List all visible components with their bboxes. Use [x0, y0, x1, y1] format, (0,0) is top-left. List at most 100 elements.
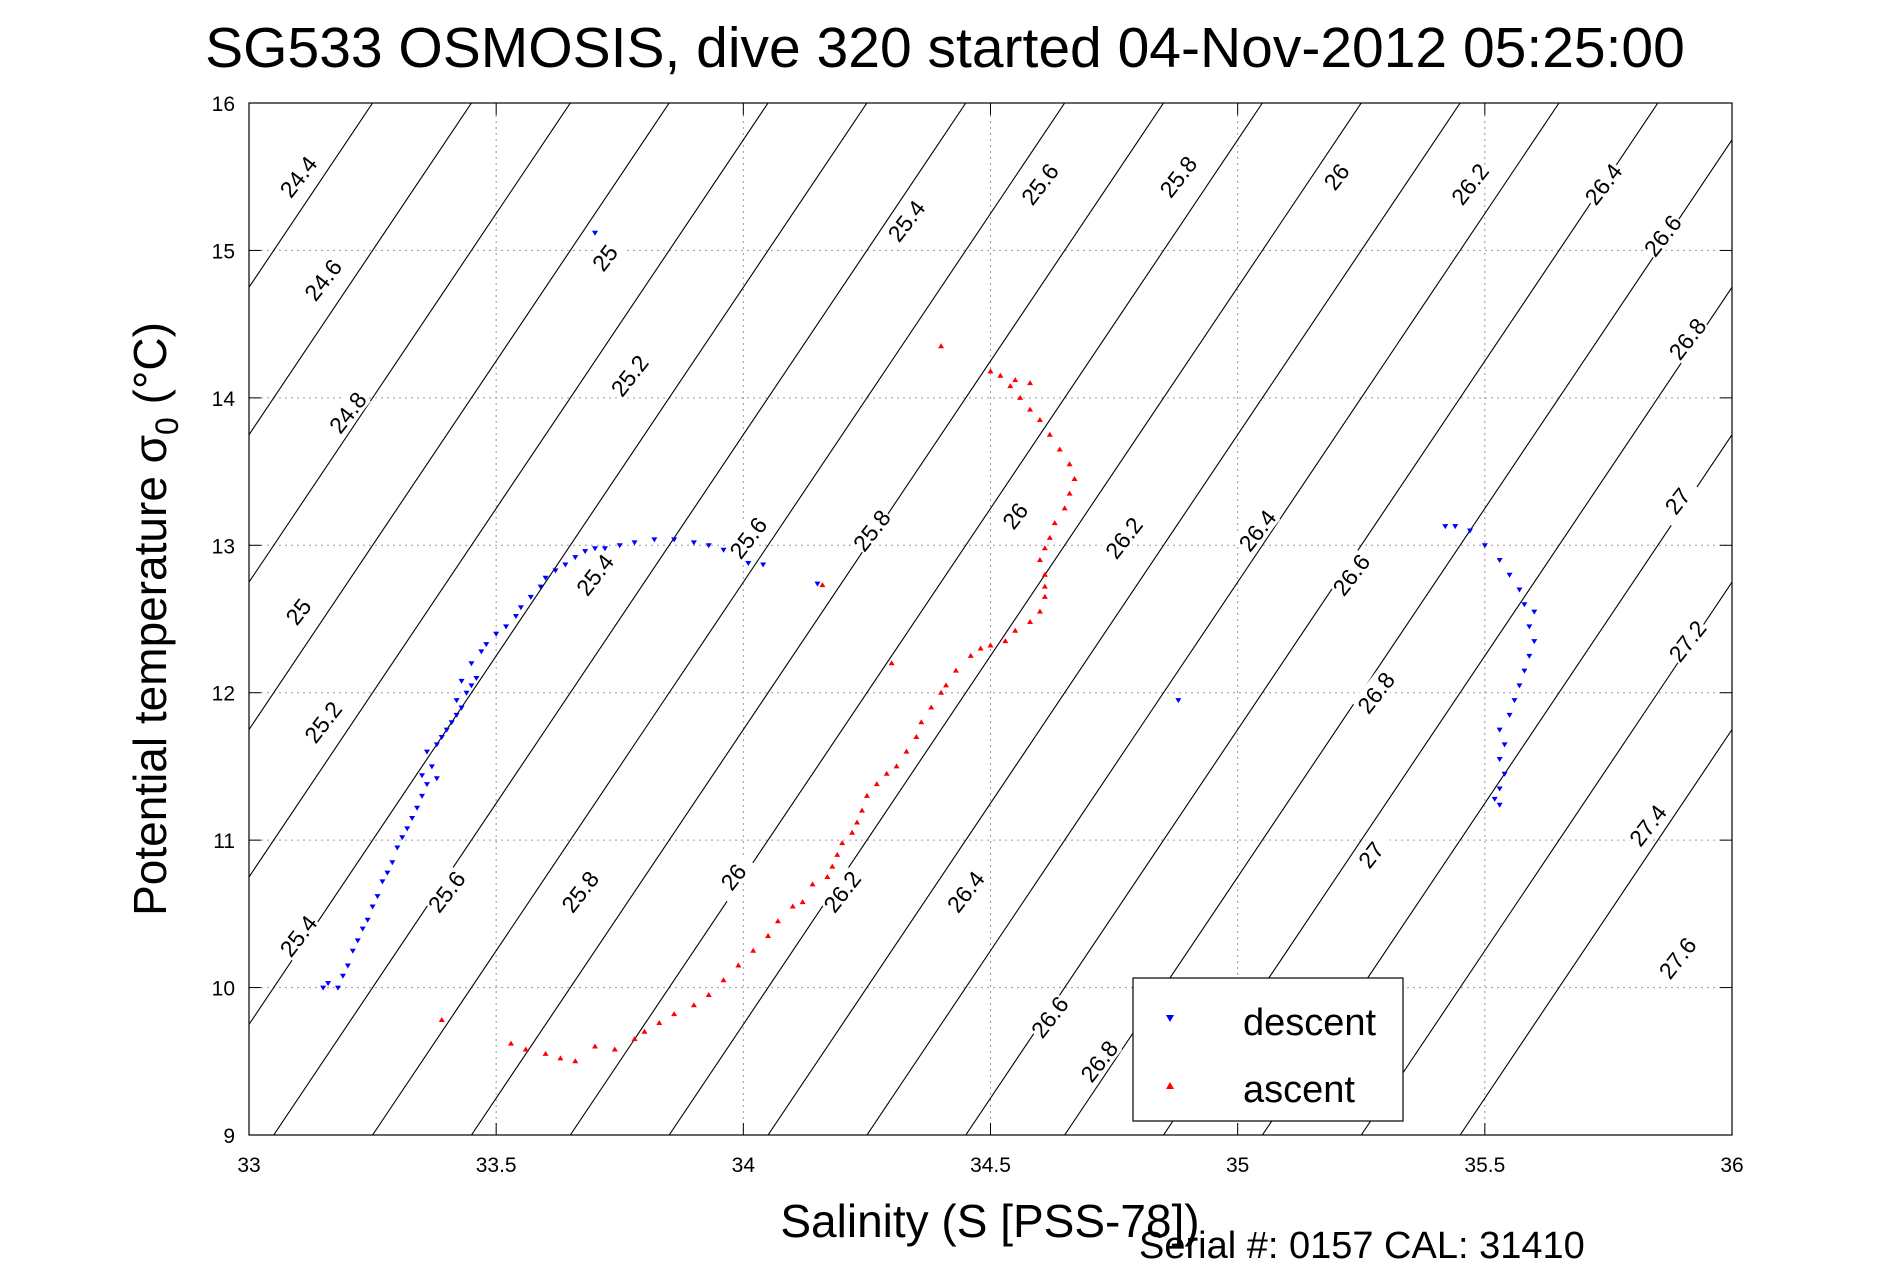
descent-point — [1511, 698, 1518, 704]
ascent-point — [705, 991, 712, 997]
contour-label-backdrop — [1663, 312, 1711, 364]
ascent-point — [522, 1046, 529, 1052]
descent-point — [419, 773, 426, 779]
descent-point — [1506, 572, 1513, 578]
isopycnal-line — [273, 103, 967, 1135]
descent-point — [1516, 587, 1523, 593]
x-tick-label: 34 — [732, 1154, 756, 1177]
contour-label-backdrop — [274, 150, 322, 202]
descent-point — [433, 742, 440, 748]
descent-point — [503, 624, 510, 630]
descent-point — [1506, 712, 1513, 718]
ascent-point — [774, 918, 781, 924]
contour-label-backdrop — [1638, 209, 1686, 261]
ascent-point — [438, 1017, 445, 1023]
legend-ascent-marker — [1166, 1082, 1174, 1089]
descent-point — [453, 698, 460, 704]
ascent-point — [1071, 475, 1078, 481]
contour-label-backdrop — [1233, 504, 1281, 556]
x-tick-label: 33 — [237, 1154, 260, 1177]
descent-point — [473, 675, 480, 681]
descent-point — [512, 614, 519, 620]
isopycnal-line — [767, 103, 1461, 1135]
ascent-point — [572, 1058, 579, 1064]
contour-label-backdrop — [1653, 474, 1701, 526]
y-tick-label: 16 — [212, 93, 235, 116]
ascent-point — [765, 932, 772, 938]
descent-point — [1526, 653, 1533, 659]
descent-point — [468, 661, 475, 667]
ascent-point — [1051, 520, 1058, 526]
ascent-point — [967, 652, 974, 658]
ascent-point — [507, 1040, 514, 1046]
descent-point — [384, 870, 391, 876]
ascent-point — [1027, 618, 1034, 624]
descent-point — [1521, 668, 1528, 674]
axis-ticks: 33 33.5 34 34.5 35 35.5 36 9 10 11 12 13 14 15 16 — [212, 93, 1744, 1177]
contour-label-backdrop — [1445, 157, 1493, 209]
isopycnal-line — [1261, 433, 1732, 1135]
isopycnal-line — [372, 103, 1066, 1135]
descent-point — [423, 782, 430, 788]
descent-point — [1467, 528, 1474, 534]
descent-point — [671, 537, 678, 543]
ascent-point — [1007, 383, 1014, 389]
ascent-point — [720, 977, 727, 983]
legend-box — [1132, 977, 1404, 1122]
descent-point — [419, 793, 426, 799]
descent-point — [1175, 698, 1182, 704]
ascent-point — [928, 704, 935, 710]
ascent-point — [987, 368, 994, 374]
serial-cal-footer: Serial #: 0157 CAL: 31410 — [1139, 1225, 1585, 1262]
isopycnal-line — [249, 103, 769, 878]
x-axis-label: Salinity (S [PSS-78]) — [780, 1195, 1199, 1247]
isopycnal-line — [249, 103, 571, 584]
descent-point — [592, 546, 599, 552]
descent-point — [1496, 558, 1503, 564]
ascent-point — [1056, 446, 1063, 452]
ascent-point — [799, 899, 806, 905]
contour-label-backdrop — [323, 386, 371, 438]
descent-point — [651, 537, 658, 543]
descent-point — [364, 917, 371, 923]
contour-label-backdrop — [422, 865, 470, 917]
descent-point — [399, 835, 406, 841]
descent-point — [562, 562, 569, 568]
isopycnal-line — [866, 103, 1560, 1135]
y-tick-label: 11 — [213, 830, 235, 853]
descent-point — [428, 764, 435, 770]
ascent-point — [824, 874, 831, 879]
ascent-point — [1027, 406, 1034, 412]
ascent-point — [938, 343, 945, 349]
contour-label-backdrop — [817, 865, 866, 917]
y-tick-label: 15 — [212, 240, 235, 263]
ascent-point — [1036, 608, 1043, 614]
descent-point — [1496, 757, 1503, 763]
descent-point — [354, 938, 361, 944]
isopycnal-line — [249, 103, 670, 731]
descent-point — [325, 981, 332, 987]
density-contours — [249, 103, 1732, 1135]
descent-point — [1491, 796, 1498, 802]
descent-point — [537, 584, 544, 590]
ascent-point — [611, 1046, 618, 1052]
contour-label-backdrop — [990, 489, 1039, 541]
descent-point — [339, 973, 346, 979]
x-tick-label: 33.5 — [476, 1154, 517, 1177]
ascent-point — [997, 372, 1004, 378]
descent-point — [443, 727, 450, 733]
contour-label-backdrop — [1074, 1035, 1123, 1087]
ascent-point — [1061, 505, 1068, 511]
descent-point — [631, 540, 638, 546]
legend: descent ascent — [1132, 977, 1404, 1122]
descent-point — [527, 594, 534, 600]
legend-ascent-label: ascent — [1243, 1069, 1355, 1111]
ascent-point — [903, 748, 910, 754]
descent-point — [1501, 742, 1508, 748]
contour-label-backdrop — [298, 696, 346, 748]
isopycnal-line — [1064, 138, 1732, 1135]
descent-point — [1501, 771, 1508, 777]
descent-point — [1521, 602, 1528, 608]
contour-label-backdrop — [847, 504, 895, 556]
